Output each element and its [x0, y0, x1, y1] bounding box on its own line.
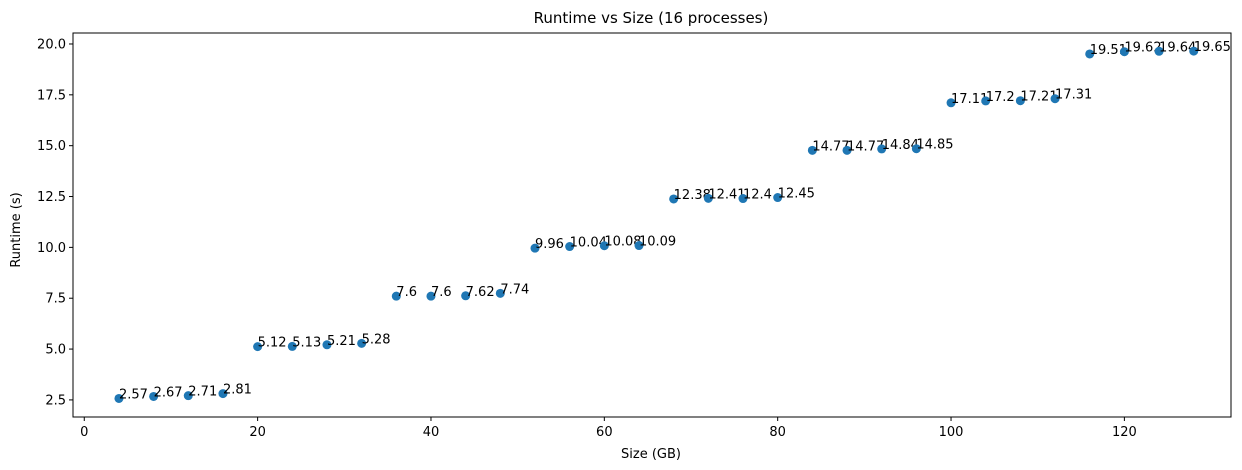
data-point	[842, 145, 852, 155]
x-tick-label: 120	[1112, 425, 1137, 440]
data-point	[1119, 47, 1129, 57]
data-label: 17.2	[986, 90, 1015, 105]
y-tick-label: 17.5	[37, 88, 66, 103]
y-tick-label: 15.0	[37, 139, 66, 154]
data-point	[946, 98, 956, 108]
y-tick-label: 20.0	[37, 37, 66, 52]
data-point	[1015, 96, 1025, 106]
data-label: 19.65	[1194, 40, 1231, 55]
y-tick-label: 7.5	[45, 292, 66, 307]
x-tick-label: 20	[249, 425, 266, 440]
y-tick-label: 2.5	[45, 393, 66, 408]
data-point	[357, 338, 367, 348]
data-point	[1085, 49, 1095, 59]
data-label: 12.38	[674, 188, 711, 203]
data-point	[634, 241, 644, 251]
data-label: 7.6	[396, 285, 417, 300]
y-tick-label: 5.0	[45, 343, 66, 358]
data-label: 2.81	[223, 383, 252, 398]
data-point	[807, 145, 817, 155]
data-point	[253, 342, 263, 352]
data-label: 5.28	[362, 332, 391, 347]
data-label: 14.85	[916, 138, 953, 153]
data-label: 12.41	[708, 187, 745, 202]
data-label: 10.09	[639, 235, 676, 250]
data-label: 12.4	[743, 188, 772, 203]
x-tick-label: 100	[939, 425, 964, 440]
x-tick-label: 60	[596, 425, 613, 440]
tick-layer: 0 20 40 60 80 100 120 2.5 5.0 7.5 10.0 12.5 15.0 17.5…	[37, 37, 1137, 440]
data-label: 7.62	[466, 285, 495, 300]
data-point	[1189, 46, 1199, 56]
y-tick-label: 10.0	[37, 241, 66, 256]
data-point	[773, 193, 783, 203]
data-label: 10.04	[570, 236, 607, 251]
x-axis-label: Size (GB)	[621, 447, 681, 462]
x-tick-label: 40	[423, 425, 440, 440]
data-label: 5.21	[327, 334, 356, 349]
data-point	[738, 194, 748, 204]
data-point	[391, 291, 401, 301]
y-axis-label: Runtime (s)	[9, 192, 24, 267]
data-label: 9.96	[535, 237, 564, 252]
x-tick-label: 80	[769, 425, 786, 440]
data-point	[981, 96, 991, 106]
data-layer: 2.57 2.67 2.71 2.81 5.12 5.13 5.21 5.28 7.6 7.6 7.…	[114, 40, 1231, 403]
data-point	[322, 340, 332, 350]
data-point	[218, 389, 228, 399]
data-label: 2.67	[154, 385, 183, 400]
data-label: 19.62	[1124, 41, 1161, 56]
data-label: 14.77	[812, 139, 849, 154]
data-label: 19.51	[1090, 43, 1127, 58]
data-point	[1050, 94, 1060, 104]
data-point	[149, 391, 159, 401]
data-label: 2.71	[188, 385, 217, 400]
chart-title: Runtime vs Size (16 processes)	[534, 9, 769, 27]
data-point	[669, 194, 679, 204]
data-label: 14.84	[882, 138, 919, 153]
data-point	[495, 288, 505, 298]
data-point	[114, 393, 124, 403]
data-label: 14.77	[847, 139, 884, 154]
data-point	[1154, 46, 1164, 56]
data-label: 17.21	[1020, 90, 1057, 105]
data-point	[426, 291, 436, 301]
data-point	[703, 193, 713, 203]
data-point	[530, 243, 540, 253]
data-label: 12.45	[778, 187, 815, 202]
data-point	[599, 241, 609, 251]
y-tick-label: 12.5	[37, 190, 66, 205]
data-label: 7.6	[431, 285, 452, 300]
data-point	[877, 144, 887, 154]
data-label: 10.08	[604, 235, 641, 250]
data-label: 5.12	[258, 336, 287, 351]
plot-frame	[72, 32, 1232, 418]
data-label: 17.11	[951, 92, 988, 107]
data-point	[461, 291, 471, 301]
data-point	[183, 391, 193, 401]
data-point	[911, 144, 921, 154]
data-label: 2.57	[119, 387, 148, 402]
data-point	[565, 242, 575, 252]
x-tick-label: 0	[80, 425, 88, 440]
data-label: 19.64	[1159, 40, 1196, 55]
data-label: 5.13	[292, 335, 321, 350]
data-point	[287, 341, 297, 351]
data-label: 17.31	[1055, 88, 1092, 103]
data-label: 7.74	[500, 282, 529, 297]
